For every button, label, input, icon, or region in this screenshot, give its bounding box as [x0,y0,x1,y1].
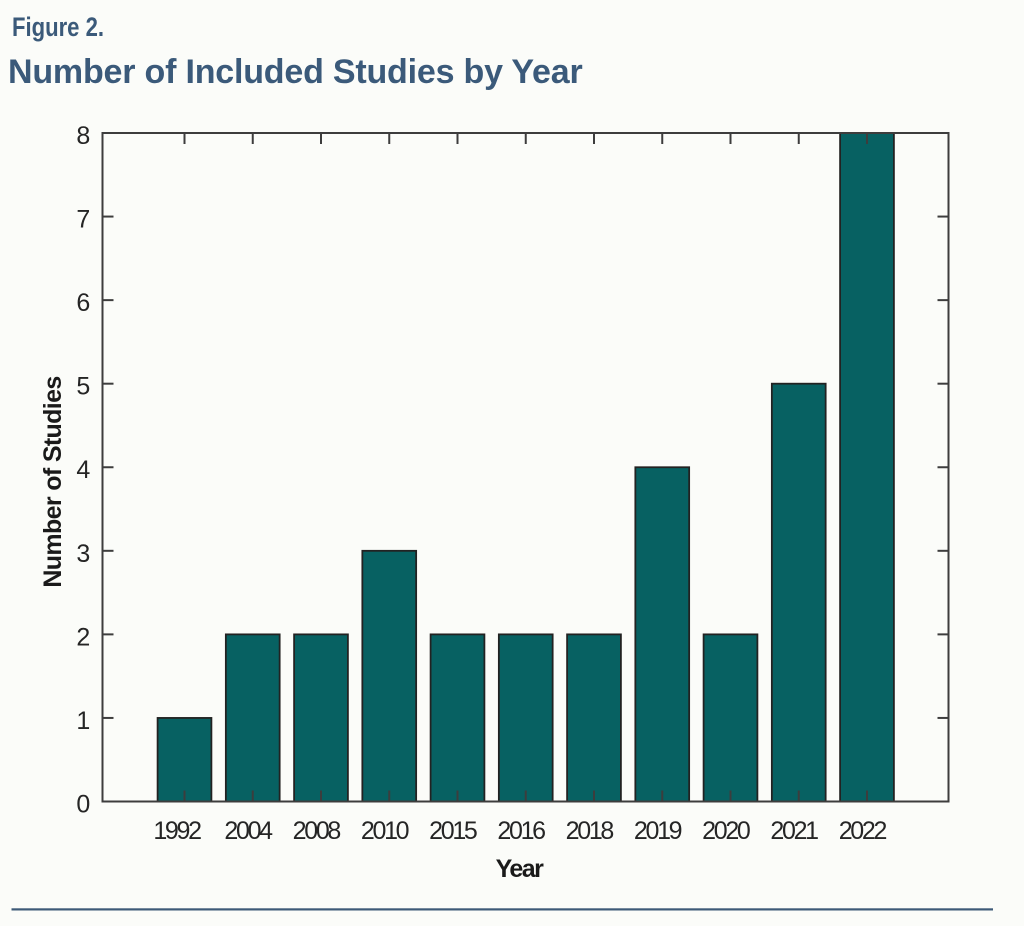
svg-text:2018: 2018 [566,817,614,845]
svg-text:Number of Included Studies by: Number of Included Studies by Year [8,53,583,91]
svg-text:6: 6 [76,289,90,317]
svg-text:2019: 2019 [634,817,682,845]
svg-text:2016: 2016 [497,817,545,845]
svg-text:2004: 2004 [224,817,273,845]
svg-text:1992: 1992 [153,817,201,845]
svg-text:Year: Year [496,855,545,883]
svg-text:Number of Studies: Number of Studies [39,376,67,587]
svg-text:2022: 2022 [839,817,887,845]
svg-text:4: 4 [76,456,90,484]
svg-text:Figure 2.: Figure 2. [12,13,104,43]
svg-text:2008: 2008 [293,817,341,845]
svg-text:3: 3 [76,540,90,568]
svg-text:2015: 2015 [429,817,477,845]
svg-text:5: 5 [76,373,90,401]
svg-text:0: 0 [76,791,90,819]
svg-text:2021: 2021 [770,817,818,845]
svg-text:2010: 2010 [361,817,409,845]
svg-text:1: 1 [76,707,90,735]
svg-text:2020: 2020 [702,817,750,845]
svg-text:2: 2 [76,623,90,651]
svg-text:7: 7 [76,206,90,234]
svg-text:8: 8 [76,122,90,150]
